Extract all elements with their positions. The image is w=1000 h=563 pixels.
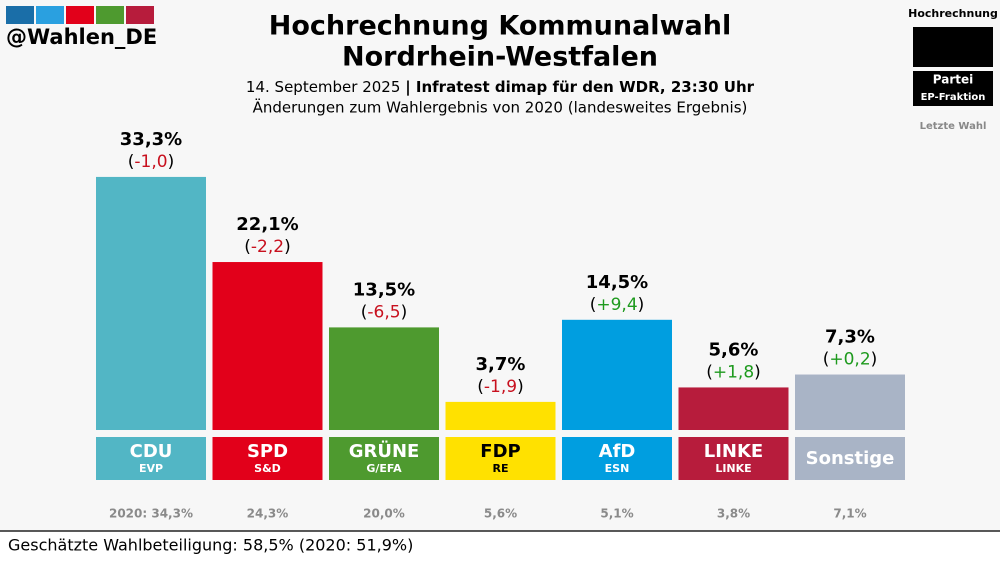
change-value: -6,5 xyxy=(367,302,400,322)
change-value: +1,8 xyxy=(713,362,754,382)
value-label: 14,5% xyxy=(586,272,648,293)
legend-box xyxy=(913,71,993,106)
bracket: ) xyxy=(871,350,878,370)
change-label: (+9,4) xyxy=(590,295,645,315)
party-box xyxy=(562,437,672,480)
party-box xyxy=(96,437,206,480)
previous-label: 7,1% xyxy=(833,507,866,521)
stripe xyxy=(96,6,124,24)
party-box xyxy=(678,437,789,480)
party-name: SPD xyxy=(247,441,288,462)
change-label: (+0,2) xyxy=(823,350,878,370)
party-box xyxy=(329,437,439,480)
stripe xyxy=(6,6,34,24)
bracket: ( xyxy=(706,362,713,382)
bar xyxy=(795,374,905,430)
legend-party: Partei xyxy=(933,73,973,87)
party-box xyxy=(212,437,323,480)
bracket: ( xyxy=(477,377,484,397)
previous-label: 24,3% xyxy=(247,507,289,521)
stripe xyxy=(36,6,64,24)
bracket: ) xyxy=(754,362,761,382)
bracket: ) xyxy=(638,295,645,315)
bar xyxy=(562,319,672,430)
party-name: FDP xyxy=(480,441,520,462)
value-label: 33,3% xyxy=(120,129,182,150)
bracket: ( xyxy=(361,302,368,322)
party-box xyxy=(445,437,556,480)
bracket: ) xyxy=(401,302,408,322)
party-group: ESN xyxy=(605,462,630,475)
bar xyxy=(445,401,556,430)
previous-label: 20,0% xyxy=(363,507,405,521)
change-label: (-2,2) xyxy=(244,237,290,257)
change-value: -2,2 xyxy=(251,237,284,257)
legend-box xyxy=(913,27,993,67)
change-value: -1,0 xyxy=(134,152,167,172)
previous-label: 5,6% xyxy=(484,507,517,521)
bar xyxy=(329,327,439,430)
bracket: ( xyxy=(823,350,830,370)
change-label: (-1,9) xyxy=(477,377,523,397)
legend-title: Hochrechnung xyxy=(908,7,998,20)
party-name: LINKE xyxy=(704,441,763,462)
legend-group: EP-Fraktion xyxy=(921,92,986,103)
party-group: RE xyxy=(493,462,509,475)
footer-background xyxy=(0,531,1000,563)
party-name: CDU xyxy=(130,441,173,462)
legend-last: Letzte Wahl xyxy=(920,121,987,132)
value-label: 5,6% xyxy=(709,339,759,360)
change-value: -1,9 xyxy=(484,377,517,397)
bracket: ( xyxy=(590,295,597,315)
stripe xyxy=(66,6,94,24)
previous-label: 5,1% xyxy=(600,507,633,521)
party-name: GRÜNE xyxy=(349,440,420,462)
bracket: ( xyxy=(128,152,135,172)
bracket: ( xyxy=(244,237,251,257)
party-name: Sonstige xyxy=(806,448,895,469)
party-group: S&D xyxy=(254,462,281,475)
change-label: (+1,8) xyxy=(706,362,761,382)
bracket: ) xyxy=(517,377,524,397)
value-label: 3,7% xyxy=(476,354,526,375)
change-label: (-6,5) xyxy=(361,302,407,322)
color-stripes xyxy=(6,6,154,24)
subtitle: 14. September 2025 | Infratest dimap für… xyxy=(246,78,755,97)
change-label: (-1,0) xyxy=(128,152,174,172)
value-label: 13,5% xyxy=(353,279,415,300)
turnout: Geschätzte Wahlbeteiligung: 58,5% (2020:… xyxy=(8,536,413,555)
date: 14. September 2025 xyxy=(246,78,400,96)
party-group: G/EFA xyxy=(366,462,402,475)
subtitle: Änderungen zum Wahlergebnis von 2020 (la… xyxy=(253,98,748,117)
chart-title: Nordrhein-Westfalen xyxy=(342,42,658,73)
bracket: ) xyxy=(168,152,175,172)
stripe xyxy=(126,6,154,24)
previous-label: 2020: 34,3% xyxy=(109,507,193,521)
change-value: +9,4 xyxy=(596,295,637,315)
party-group: LINKE xyxy=(715,462,751,475)
value-label: 22,1% xyxy=(236,214,298,235)
change-value: +0,2 xyxy=(829,350,870,370)
source: | Infratest dimap für den WDR, 23:30 Uhr xyxy=(405,78,754,97)
bar xyxy=(678,387,789,430)
party-box xyxy=(795,437,905,480)
party-group: EVP xyxy=(139,462,163,475)
previous-label: 3,8% xyxy=(717,507,750,521)
bar xyxy=(96,176,206,430)
bracket: ) xyxy=(284,237,291,257)
chart-title: Hochrechnung Kommunalwahl xyxy=(269,11,731,42)
bar xyxy=(212,262,323,430)
value-label: 7,3% xyxy=(825,327,875,348)
handle: @Wahlen_DE xyxy=(6,25,157,49)
party-name: AfD xyxy=(599,441,636,462)
